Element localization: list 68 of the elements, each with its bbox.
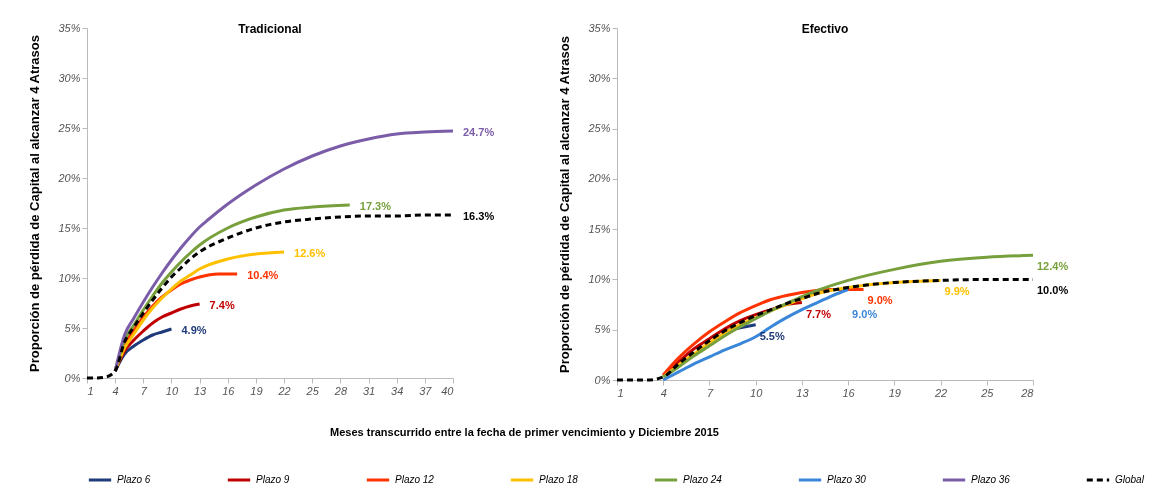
data-label: 9.0% bbox=[852, 308, 878, 321]
x-tick-label: 10 bbox=[165, 384, 179, 397]
x-tick-label: 7 bbox=[140, 384, 148, 397]
x-tick-label: 10 bbox=[750, 386, 764, 399]
x-tick-label: 16 bbox=[842, 386, 856, 399]
x-tick-label: 25 bbox=[305, 384, 320, 397]
legend-label: Plazo 9 bbox=[256, 474, 290, 485]
y-tick-label: 5% bbox=[64, 321, 81, 334]
x-tick-label: 1 bbox=[617, 386, 624, 399]
y-tick-label: 25% bbox=[587, 122, 611, 135]
y-tick-label: 15% bbox=[588, 222, 611, 235]
y-tick-label: 10% bbox=[58, 271, 81, 284]
x-tick-label: 7 bbox=[706, 386, 714, 399]
y-tick-label: 20% bbox=[57, 171, 81, 184]
legend-label: Plazo 30 bbox=[827, 474, 867, 485]
legend-label: Plazo 6 bbox=[117, 474, 151, 485]
x-tick-label: 13 bbox=[796, 386, 810, 399]
x-tick-label: 22 bbox=[933, 386, 948, 399]
x-tick-label: 31 bbox=[362, 384, 376, 397]
data-label: 7.4% bbox=[209, 299, 235, 311]
data-label: 17.3% bbox=[359, 200, 392, 212]
data-label: 4.9% bbox=[181, 324, 207, 336]
y-tick-label: 20% bbox=[587, 172, 611, 185]
x-tick-label: 1 bbox=[87, 384, 94, 397]
legend-label: Plazo 12 bbox=[395, 474, 435, 485]
x-tick-label: 19 bbox=[888, 386, 901, 399]
legend-label: Plazo 24 bbox=[683, 474, 723, 485]
x-tick-label: 4 bbox=[112, 384, 119, 397]
y-axis-title: Proporción de pérdida de Capital al alcanzar 4 Atrasos bbox=[27, 35, 43, 372]
y-tick-label: 0% bbox=[594, 373, 611, 386]
y-tick-label: 5% bbox=[594, 323, 611, 336]
x-tick-label: 28 bbox=[333, 384, 348, 397]
y-tick-label: 15% bbox=[58, 221, 81, 234]
x-tick-label: 25 bbox=[980, 386, 995, 399]
y-tick-label: 35% bbox=[588, 21, 611, 34]
chart-title: Tradicional bbox=[238, 22, 302, 36]
line-series bbox=[661, 253, 1035, 379]
x-tick-label: 28 bbox=[1020, 386, 1035, 399]
legend-label: Global bbox=[1115, 474, 1145, 485]
x-tick-label: 4 bbox=[660, 386, 667, 399]
data-label: 9.0% bbox=[867, 294, 893, 307]
y-tick-label: 30% bbox=[588, 71, 611, 84]
data-label: 10.0% bbox=[1037, 284, 1069, 297]
y-tick-label: 35% bbox=[58, 21, 81, 34]
data-label: 10.4% bbox=[247, 269, 279, 281]
data-label: 5.5% bbox=[759, 329, 785, 342]
y-tick-label: 10% bbox=[588, 272, 611, 285]
y-tick-label: 25% bbox=[57, 121, 81, 134]
y-axis-title: Proporción de pérdida de Capital al alcanzar 4 Atrasos bbox=[557, 36, 573, 373]
legend-label: Plazo 18 bbox=[539, 474, 579, 485]
x-tick-label: 37 bbox=[419, 384, 433, 397]
data-label: 12.6% bbox=[294, 247, 326, 259]
x-tick-label: 22 bbox=[277, 384, 291, 397]
data-label: 9.9% bbox=[944, 285, 970, 298]
legend-label: Plazo 36 bbox=[971, 474, 1011, 485]
x-tick-label: 13 bbox=[193, 384, 208, 397]
y-tick-label: 0% bbox=[64, 371, 81, 384]
data-label: 24.7% bbox=[463, 126, 495, 138]
y-tick-label: 30% bbox=[58, 71, 81, 84]
x-tick-label: 16 bbox=[222, 384, 236, 397]
x-tick-label: 34 bbox=[391, 384, 404, 397]
data-label: 16.3% bbox=[463, 210, 495, 222]
x-tick-label: 19 bbox=[250, 384, 263, 397]
x-axis-title: Meses transcurrido entre la fecha de primer vencimiento y Diciembre 2015 bbox=[330, 425, 719, 438]
data-label: 7.7% bbox=[805, 307, 832, 320]
chart-title: Efectivo bbox=[801, 22, 849, 36]
x-tick-label: 40 bbox=[441, 384, 455, 397]
data-label: 12.4% bbox=[1037, 260, 1069, 273]
